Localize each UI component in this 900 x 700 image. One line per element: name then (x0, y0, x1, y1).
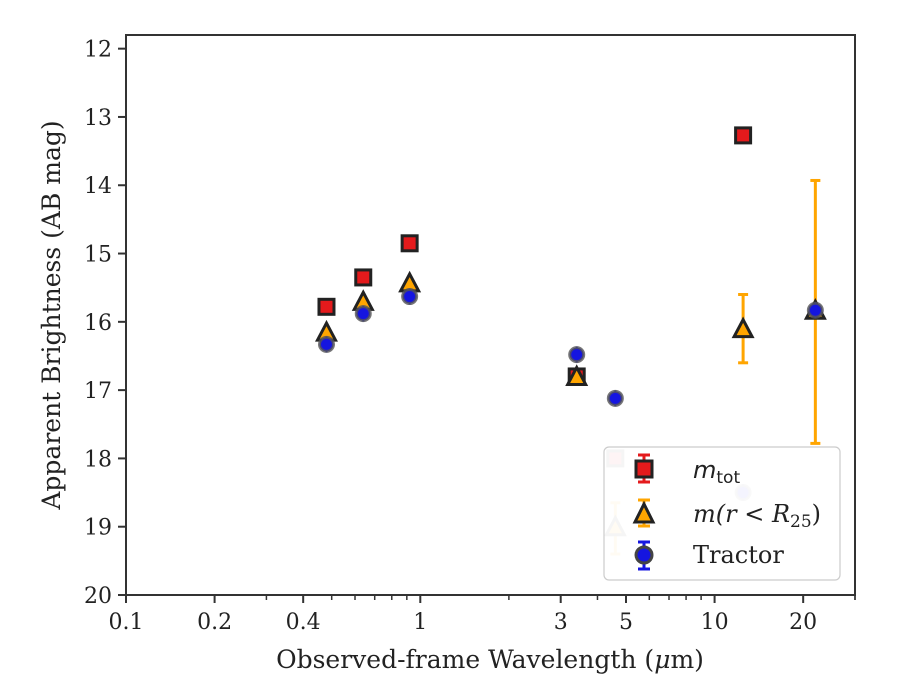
y-tick-label: 14 (84, 174, 112, 199)
x-tick-label: 20 (789, 610, 817, 635)
y-tick-label: 17 (84, 379, 112, 404)
circle-marker (606, 389, 624, 407)
data-point-m-tot (317, 297, 336, 316)
data-point-tractor (317, 335, 335, 353)
legend-box (603, 446, 841, 581)
x-tick-label: 0.1 (109, 610, 144, 635)
data-point-tractor (354, 305, 372, 323)
square-marker (317, 297, 336, 316)
circle-marker (568, 346, 586, 364)
square-marker (734, 126, 753, 145)
legend-entry-mtot: mtot (634, 453, 740, 488)
circle-marker (401, 288, 419, 306)
data-point-tractor (401, 288, 419, 306)
legend-circle-marker (634, 545, 654, 565)
y-tick-label: 20 (84, 584, 112, 609)
y-tick-label: 12 (84, 38, 112, 63)
square-marker (400, 234, 419, 253)
circle-marker (806, 301, 824, 319)
data-point-m-tot (400, 234, 419, 253)
plot-frame (125, 34, 856, 596)
x-tick-label: 3 (554, 610, 568, 635)
legend: mtot m(r < R25) Tractor (603, 446, 841, 581)
x-tick-label: 1 (413, 610, 427, 635)
square-marker (354, 268, 373, 287)
y-tick-label: 13 (84, 106, 112, 131)
series-m-tot (317, 126, 753, 468)
x-tick-label: 10 (701, 610, 729, 635)
legend-entry-tractor: Tractor (634, 540, 784, 571)
legend-label-tractor: Tractor (693, 541, 784, 569)
x-tick-label: 0.2 (197, 610, 232, 635)
data-point-m-r-r25 (731, 293, 755, 365)
data-point-m-tot (734, 126, 753, 145)
y-tick-label: 18 (84, 447, 112, 472)
triangle-marker (731, 316, 755, 339)
legend-square-marker (634, 459, 654, 479)
triangle-marker (565, 364, 589, 386)
data-point-m-r-r25 (565, 364, 589, 386)
circle-marker (317, 335, 335, 353)
legend-label-mtot: mtot (693, 456, 740, 488)
y-tick-label: 15 (84, 243, 112, 268)
legend-label-mr25: m(r < R25) (693, 500, 821, 532)
circle-marker (354, 305, 372, 323)
y-tick-label: 19 (84, 516, 112, 541)
data-point-tractor (568, 346, 586, 364)
x-tick-label: 5 (619, 610, 633, 635)
data-point-m-tot (354, 268, 373, 287)
data-point-tractor (606, 389, 624, 407)
y-axis-label: Apparent Brightness (AB mag) (37, 120, 66, 510)
x-tick-label: 0.4 (286, 610, 321, 635)
y-tick-label: 16 (84, 311, 112, 336)
x-axis-label: Observed-frame Wavelength (μm) (276, 645, 704, 674)
legend-entry-mr25: m(r < R25) (632, 498, 821, 532)
legend-triangle-marker (632, 500, 656, 524)
data-point-tractor (806, 301, 824, 319)
